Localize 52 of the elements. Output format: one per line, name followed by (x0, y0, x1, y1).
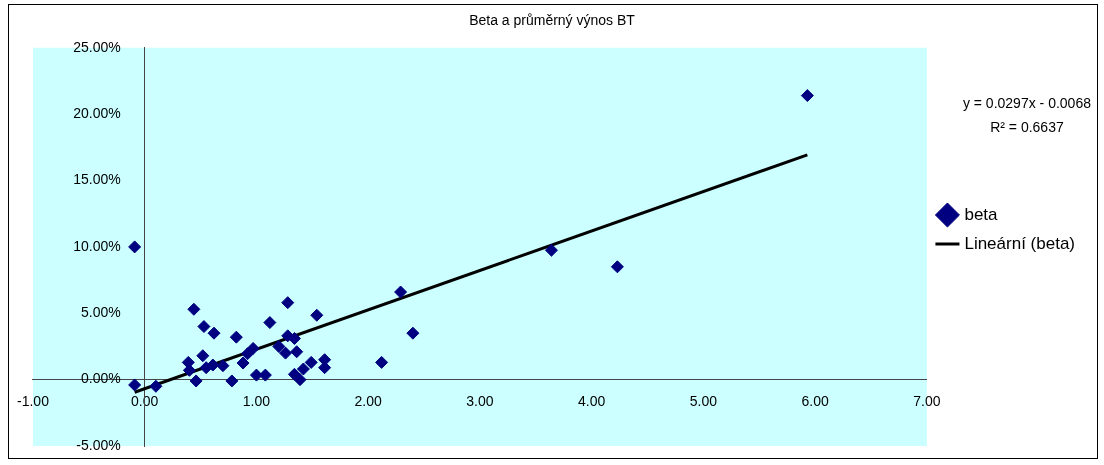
point (249, 368, 263, 382)
point (610, 260, 624, 274)
point (544, 243, 558, 257)
x-tick-label: -1.00 (16, 392, 50, 409)
point (128, 378, 142, 392)
y-tick-label: 20.00% (73, 105, 121, 122)
legend-label: Lineární (beta) (964, 233, 1076, 253)
y-tick-label: 15.00% (73, 171, 121, 188)
point (281, 296, 295, 310)
chart-title: Beta a průměrný výnos BT (469, 12, 636, 29)
point (279, 346, 292, 360)
x-tick-label: 5.00 (689, 392, 718, 409)
x-tick-label: 2.00 (354, 392, 383, 409)
point (375, 355, 389, 369)
point (149, 379, 163, 393)
point (258, 368, 272, 382)
y-tick-label: 10.00% (73, 237, 121, 254)
point (287, 331, 301, 345)
point (246, 341, 260, 355)
point (128, 240, 142, 254)
x-tick-label: 7.00 (913, 392, 941, 409)
point (394, 285, 408, 299)
point (318, 361, 332, 375)
x-tick-label: 4.00 (578, 392, 606, 409)
y-tick-label: 5.00% (81, 304, 121, 321)
point (207, 326, 221, 340)
point (290, 345, 304, 359)
x-tick-label: 1.00 (242, 392, 271, 409)
point (196, 349, 210, 363)
point (229, 330, 243, 344)
point (236, 356, 250, 370)
point (304, 355, 318, 369)
point (187, 302, 201, 316)
x-tick-label: 3.00 (466, 392, 494, 409)
point (206, 358, 220, 372)
point (800, 89, 814, 103)
point (263, 316, 277, 330)
point (189, 374, 203, 388)
point (310, 308, 324, 322)
point (197, 320, 211, 334)
point (272, 339, 286, 353)
point (216, 359, 230, 373)
point (296, 362, 310, 376)
x-tick-label: 6.00 (801, 392, 830, 409)
point (406, 326, 420, 340)
point (225, 374, 239, 388)
point (293, 373, 307, 387)
y-tick-label: 25.00% (73, 38, 121, 55)
y-tick-label: -5.00% (76, 436, 121, 453)
text: R² = 0.6637 (990, 118, 1064, 135)
legend-label: beta (964, 204, 999, 224)
text: y = 0.0297x - 0.0068 (962, 94, 1092, 111)
